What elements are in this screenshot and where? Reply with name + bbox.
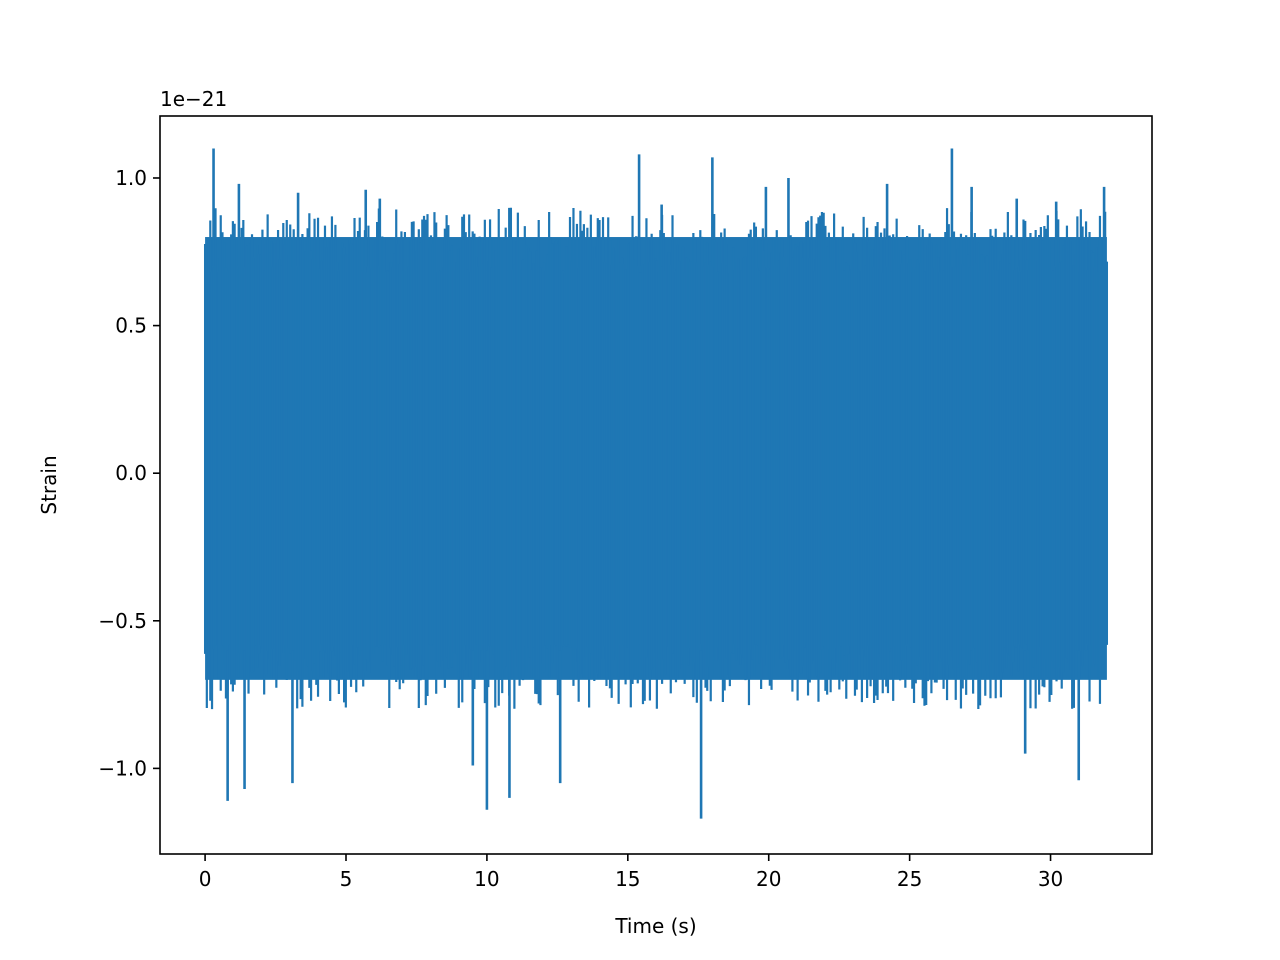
x-tick-label: 15 xyxy=(615,867,640,891)
x-axis-title: Time (s) xyxy=(614,914,696,938)
offset-text: 1e−21 xyxy=(160,87,227,111)
y-tick-label: −1.0 xyxy=(98,756,147,780)
series-layer xyxy=(203,148,1109,819)
y-axis-title: Strain xyxy=(37,455,61,514)
y-tick-label: 0.0 xyxy=(115,461,147,485)
y-axis: −1.0 −0.5 0.0 0.5 1.0 xyxy=(98,166,160,780)
y-tick-label: 0.5 xyxy=(115,314,147,338)
y-tick-label: −0.5 xyxy=(98,609,147,633)
x-tick-label: 10 xyxy=(474,867,499,891)
x-tick-label: 0 xyxy=(199,867,212,891)
plot-area-frame xyxy=(159,115,1153,855)
x-tick-label: 20 xyxy=(756,867,781,891)
x-tick-label: 25 xyxy=(897,867,922,891)
y-tick-label: 1.0 xyxy=(115,166,147,190)
x-tick-label: 5 xyxy=(340,867,353,891)
x-axis: 0 5 10 15 20 25 30 xyxy=(199,854,1063,891)
x-tick-label: 30 xyxy=(1038,867,1063,891)
